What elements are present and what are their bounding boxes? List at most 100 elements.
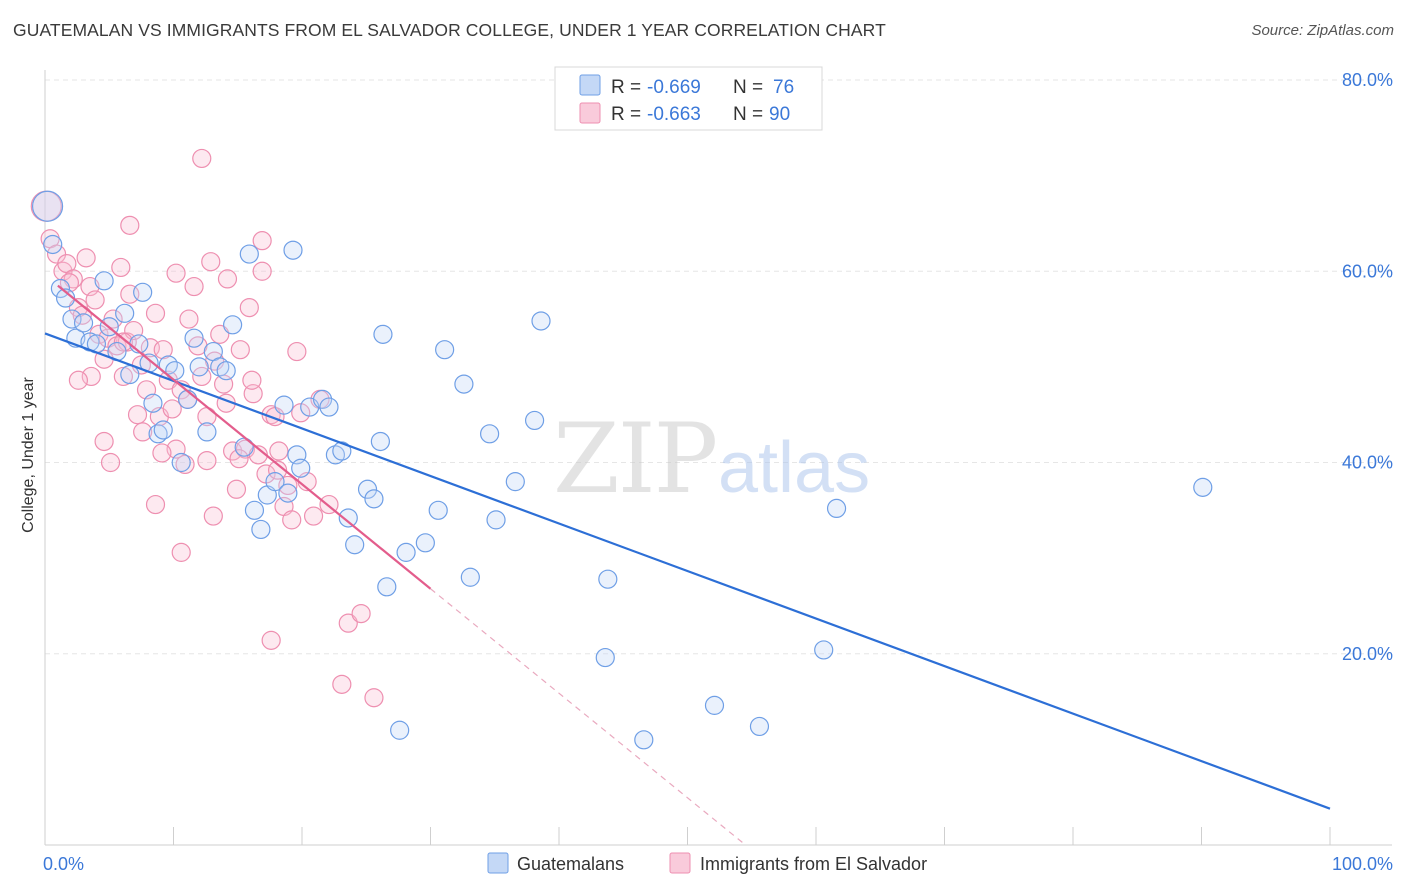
legend-swatch-el-salvador (579, 102, 601, 124)
el-salvador-point-64 (332, 674, 352, 694)
chart-title: GUATEMALAN VS IMMIGRANTS FROM EL SALVADO… (13, 20, 886, 40)
el-salvador-point-75 (100, 452, 121, 473)
watermark: ZIP atlas (553, 403, 870, 515)
guatemalans-point-26 (197, 422, 217, 442)
bottom-legend-swatch-el-salvador (669, 852, 691, 874)
guatemalans-point-59 (454, 374, 474, 394)
guatemalans-point-48 (345, 535, 365, 555)
guatemalans-point-53 (377, 577, 397, 597)
x-tick-label-min: 0.0% (43, 854, 84, 874)
y-tick-label-20: 20.0% (1342, 644, 1393, 664)
y-tick-label-40: 40.0% (1342, 453, 1393, 473)
el-salvador-point-61 (303, 506, 324, 526)
el-salvador-point-78 (171, 542, 191, 562)
guatemalans-point-56 (415, 533, 435, 553)
el-salvador-point-73 (81, 366, 101, 387)
guatemalans-point-55 (396, 542, 416, 562)
el-salvador-point-81 (229, 449, 249, 469)
guatemalans-point-73 (1193, 477, 1213, 497)
trend-lines (44, 284, 1331, 846)
el-salvador-point-65 (338, 613, 358, 633)
bottom-legend-swatch-guatemalans (487, 852, 509, 874)
el-salvador-point-54 (269, 441, 289, 461)
x-axis-ticks (44, 827, 1331, 845)
guatemalans-point-23 (178, 389, 198, 409)
guatemalans-point-51 (370, 431, 390, 452)
el-salvador-point-57 (282, 510, 302, 530)
el-salvador-point-45 (230, 340, 250, 360)
el-salvador-point-50 (252, 261, 272, 281)
el-salvador-point-58 (287, 341, 307, 362)
legend-r-label-guatemalans: R = (611, 77, 641, 98)
guatemalans-point-57 (428, 500, 448, 520)
guatemalans-point-0 (31, 190, 64, 222)
guatemalans-point-43 (312, 389, 333, 409)
el-salvador-point-47 (239, 297, 259, 318)
guatemalans-point-6 (73, 313, 94, 333)
el-salvador-point-34 (184, 276, 204, 297)
guatemalans-point-9 (94, 271, 114, 291)
bottom-legend: Guatemalans Immigrants from El Salvador (487, 852, 927, 874)
legend-n-label-guatemalans: N = (733, 77, 763, 98)
el-salvador-point-67 (364, 688, 384, 708)
bottom-legend-label-guatemalans: Guatemalans (517, 854, 624, 874)
y-tick-label-60: 60.0% (1342, 261, 1393, 281)
guatemalans-point-29 (216, 361, 236, 381)
guatemalans-point-44 (319, 397, 339, 417)
guatemalans-point-72 (826, 498, 847, 518)
el-salvador-point-66 (351, 603, 371, 624)
el-salvador-point-69 (192, 148, 212, 169)
bottom-legend-label-el-salvador: Immigrants from El Salvador (700, 854, 927, 874)
guatemalans-point-50 (364, 489, 384, 509)
el-salvador-point-83 (267, 460, 288, 480)
el-salvador-point-5 (63, 269, 83, 289)
guatemalans-point-65 (531, 311, 551, 331)
el-salvador-point-27 (153, 340, 173, 360)
guatemalans-point-70 (749, 716, 770, 737)
el-salvador-point-38 (201, 252, 221, 272)
guatemalans-point-69 (704, 695, 725, 715)
guatemalans-point-19 (153, 420, 173, 440)
guatemalans-point-36 (265, 472, 285, 492)
y-tick-labels: 20.0% 40.0% 60.0% 80.0% (1342, 70, 1393, 664)
el-salvador-point-80 (203, 506, 223, 526)
guatemalans-point-37 (274, 395, 294, 415)
guatemalans-point-25 (189, 357, 209, 377)
trend-line-el-salvador-extension (430, 588, 746, 846)
el-salvador-point-25 (145, 303, 166, 323)
el-salvador-point-33 (179, 309, 199, 329)
guatemalans-point-34 (251, 519, 271, 540)
guatemalans-point-58 (435, 340, 455, 360)
guatemalans-point-32 (239, 244, 259, 264)
legend-n-label-el-salvador: N = (733, 104, 763, 125)
el-salvador-point-68 (261, 630, 281, 650)
watermark-zip: ZIP (553, 403, 716, 515)
el-salvador-point-8 (76, 248, 96, 268)
el-salvador-point-86 (152, 443, 172, 463)
legend-box: R = -0.669 N = 76 R = -0.663 N = 90 (554, 66, 823, 131)
guatemalans-point-63 (505, 472, 525, 492)
el-salvador-point-71 (166, 263, 186, 283)
guatemalans-point-1 (43, 234, 63, 255)
guatemalans-point-49 (357, 479, 378, 499)
el-salvador-point-2 (46, 244, 67, 264)
legend-n-value-guatemalans: 76 (773, 77, 794, 98)
guatemalans-point-71 (814, 640, 834, 660)
guatemalans-point-15 (133, 282, 153, 302)
el-salvador-point-76 (133, 422, 153, 442)
guatemalans-point-30 (223, 315, 243, 335)
guatemalans-point-60 (460, 567, 480, 587)
y-axis-label: College, Under 1 year (20, 377, 37, 533)
el-salvador-point-82 (242, 370, 262, 390)
el-salvador-point-77 (145, 494, 166, 515)
el-salvador-point-72 (120, 215, 140, 235)
guatemalans-point-38 (278, 483, 298, 503)
guatemalans-point-64 (524, 410, 545, 431)
el-salvador-point-44 (226, 479, 247, 499)
watermark-atlas: atlas (718, 428, 870, 508)
guatemalans-point-33 (244, 500, 265, 520)
el-salvador-point-42 (217, 269, 238, 289)
grid-lines (45, 79, 1392, 655)
guatemalans-point-61 (480, 424, 500, 444)
